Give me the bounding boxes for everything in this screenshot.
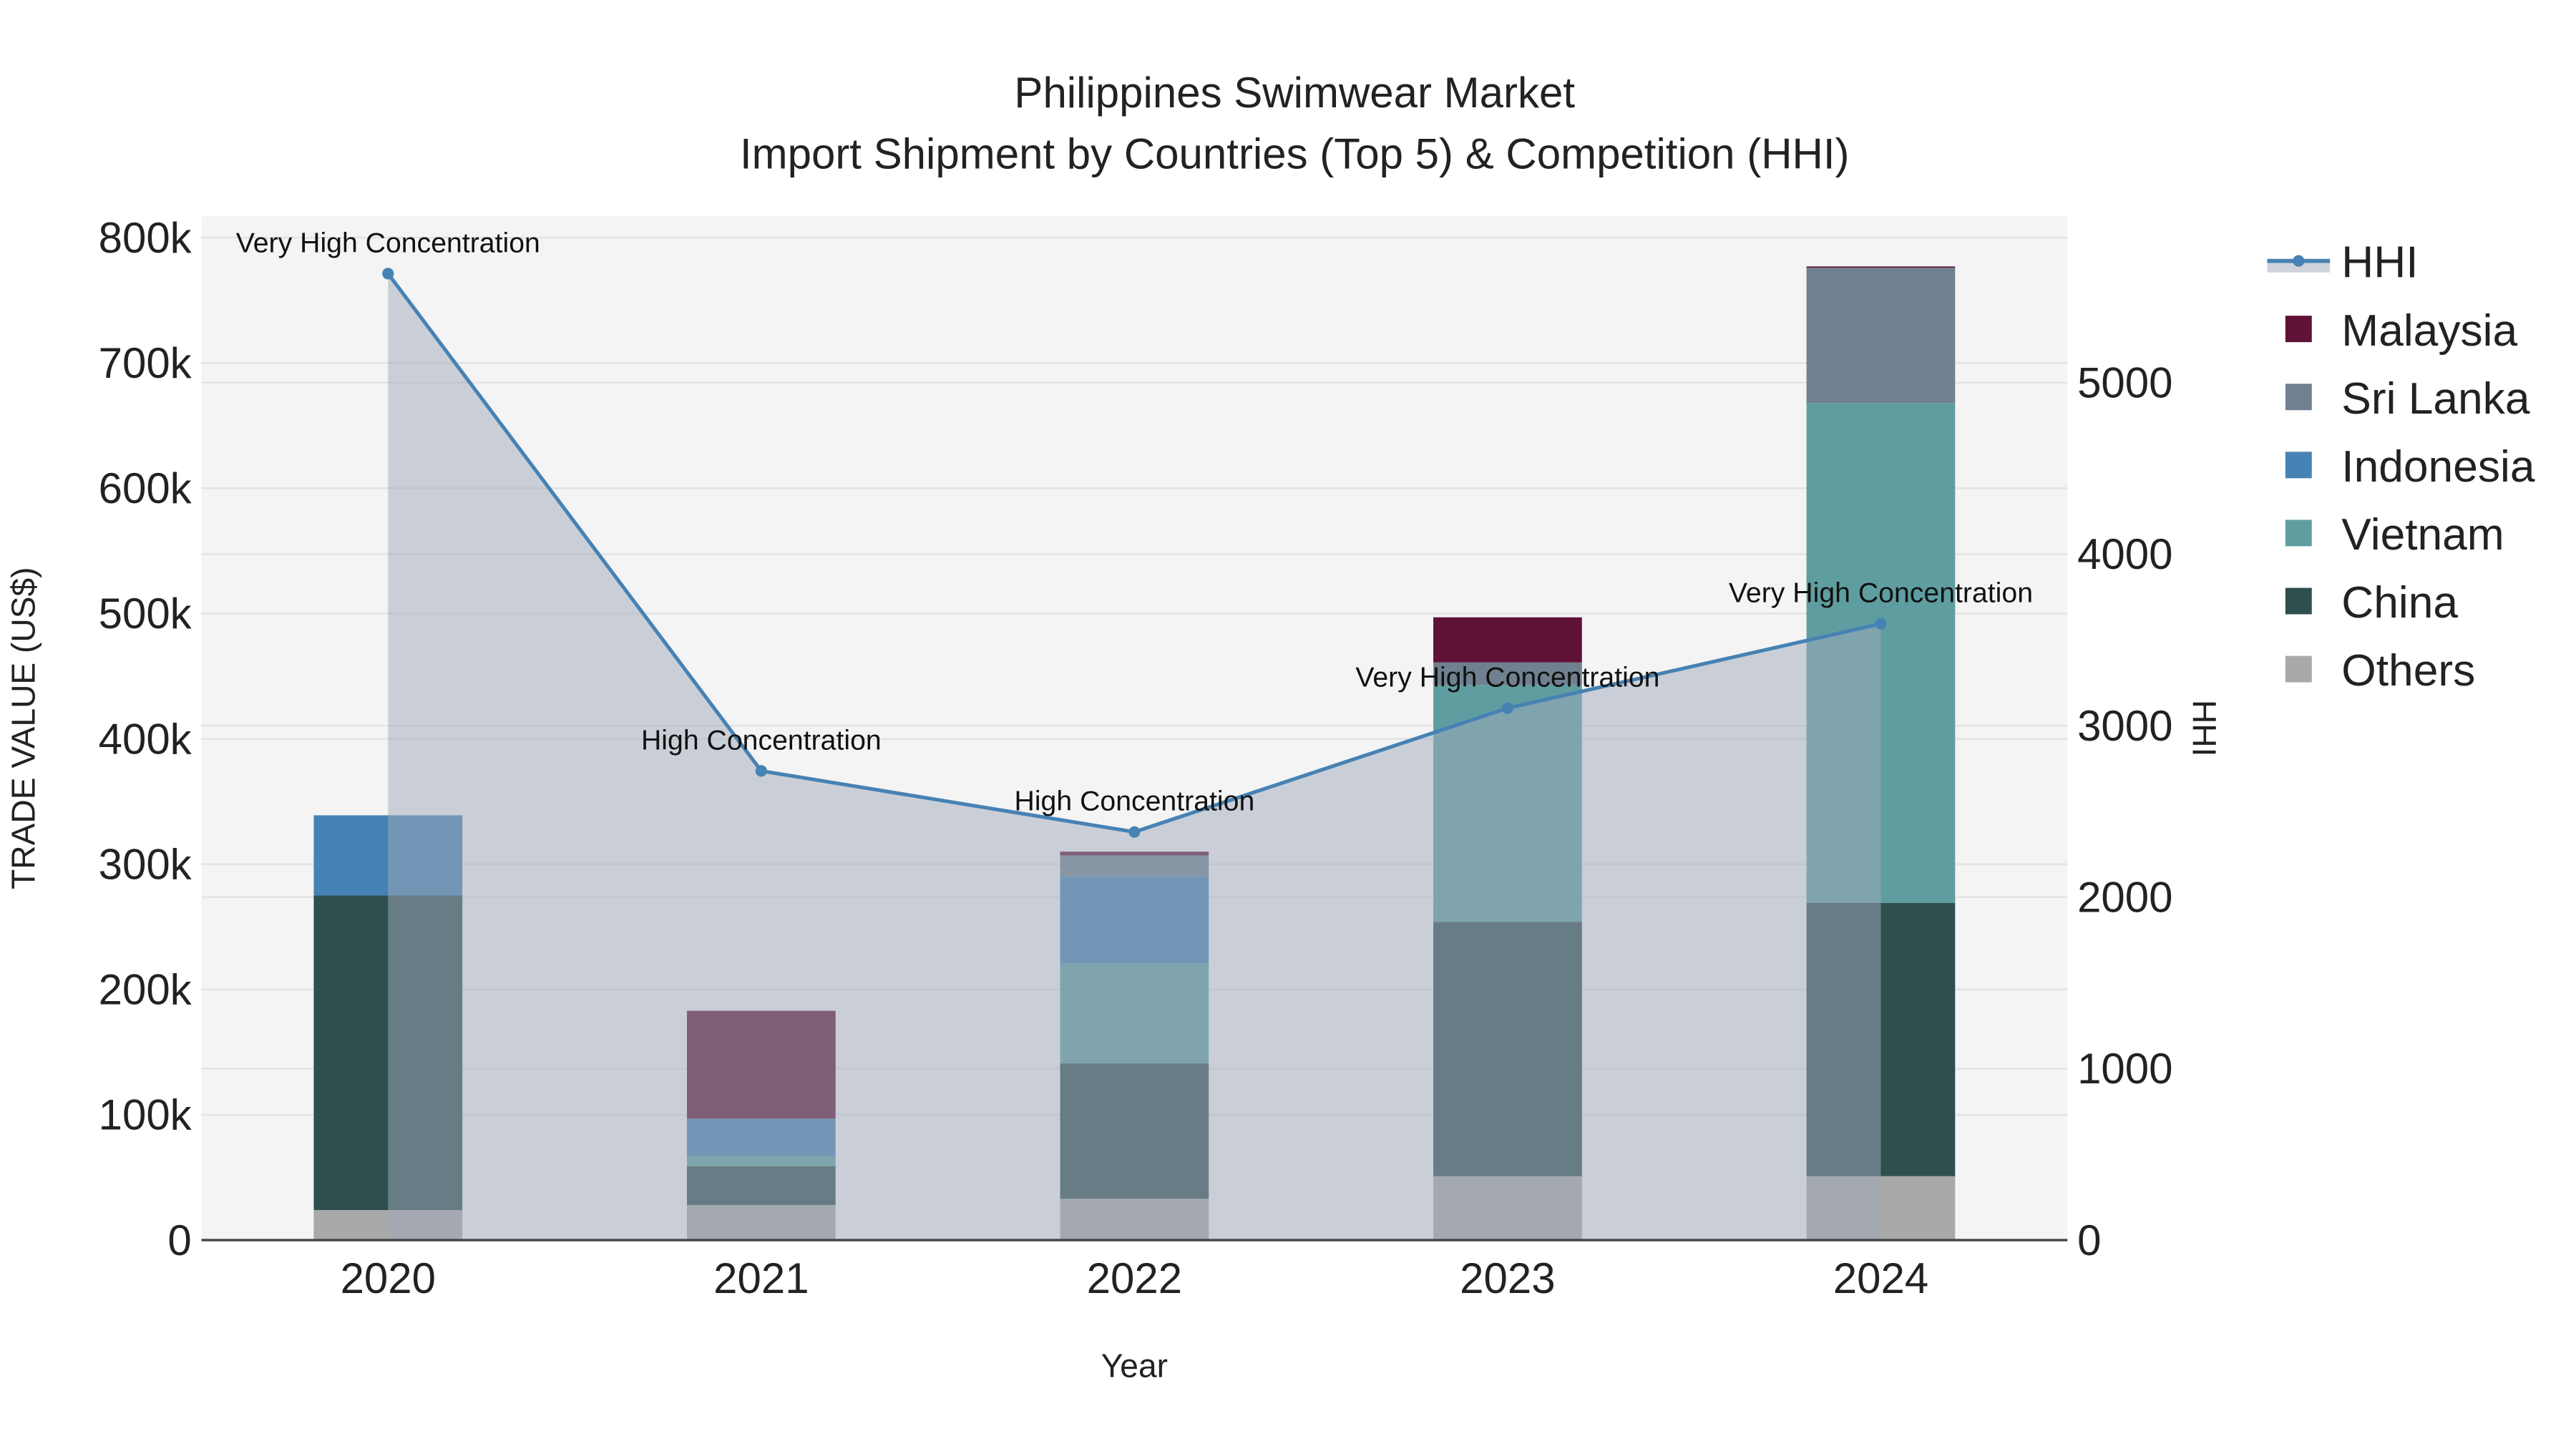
hhi-point (755, 765, 767, 777)
y-tick-label: 100k (99, 1091, 192, 1139)
y-tick-label: 300k (99, 840, 192, 888)
legend-swatch-vietnam (2285, 519, 2312, 547)
y-tick-label: 800k (99, 214, 192, 262)
legend-label: Others (2341, 646, 2475, 696)
legend-swatch-indonesia (2285, 452, 2312, 479)
y2-axis-label: HHI (2186, 700, 2223, 756)
y2-tick-label: 5000 (2077, 359, 2172, 407)
legend-swatch-sri-lanka (2285, 384, 2312, 411)
y2-tick-label: 1000 (2077, 1045, 2172, 1093)
y-tick-label: 0 (167, 1216, 191, 1264)
y-tick-label: 200k (99, 966, 192, 1014)
y2-tick-label: 2000 (2077, 874, 2172, 922)
hhi-point (382, 268, 394, 280)
legend: HHI Malaysia Sri Lanka Indonesia Vietnam Chin… (2267, 238, 2535, 696)
hhi-annotation: High Concentration (1015, 786, 1255, 817)
bar-malaysia (1433, 617, 1582, 663)
legend-label: Vietnam (2341, 510, 2504, 560)
chart-subtitle: Import Shipment by Countries (Top 5) & C… (740, 130, 1850, 177)
hhi-point (1501, 702, 1513, 714)
y-tick-label: 400k (99, 715, 192, 763)
hhi-annotation: High Concentration (641, 724, 882, 756)
y2-tick-label: 4000 (2077, 530, 2172, 578)
hhi-point (1128, 826, 1141, 838)
legend-swatch-others (2285, 655, 2312, 683)
x-axis-label: Year (1101, 1347, 1168, 1385)
hhi-point (1875, 618, 1887, 630)
legend-label: HHI (2341, 238, 2418, 288)
y-tick-label: 500k (99, 590, 192, 638)
y-tick-label: 600k (99, 464, 192, 512)
x-tick-label: 2023 (1460, 1254, 1555, 1302)
legend-label: Indonesia (2341, 442, 2535, 492)
bar-sri-lanka (1806, 268, 1956, 404)
bar-sri-lanka (1433, 662, 1582, 686)
legend-swatch-hhi-marker (2293, 255, 2305, 267)
legend-label: Malaysia (2341, 306, 2517, 356)
legend-swatch-malaysia (2285, 316, 2312, 343)
x-tick-label: 2020 (341, 1254, 436, 1302)
hhi-area (388, 273, 1881, 1241)
x-tick-label: 2021 (713, 1254, 809, 1302)
x-tick-label: 2024 (1833, 1254, 1928, 1302)
hhi-annotation: Very High Concentration (1355, 662, 1659, 693)
y2-tick-label: 0 (2077, 1216, 2101, 1264)
legend-label: Sri Lanka (2341, 374, 2530, 424)
y2-tick-label: 3000 (2077, 702, 2172, 750)
y-tick-label: 700k (99, 339, 192, 387)
chart-title: Philippines Swimwear Market (1014, 69, 1575, 117)
bar-malaysia (1806, 266, 1956, 268)
x-tick-label: 2022 (1087, 1254, 1182, 1302)
hhi-annotation: Very High Concentration (1729, 577, 2033, 609)
legend-swatch-china (2285, 587, 2312, 615)
hhi-annotation: Very High Concentration (236, 227, 540, 258)
legend-label: China (2341, 578, 2458, 628)
y-axis-label: TRADE VALUE (US$) (4, 567, 42, 889)
